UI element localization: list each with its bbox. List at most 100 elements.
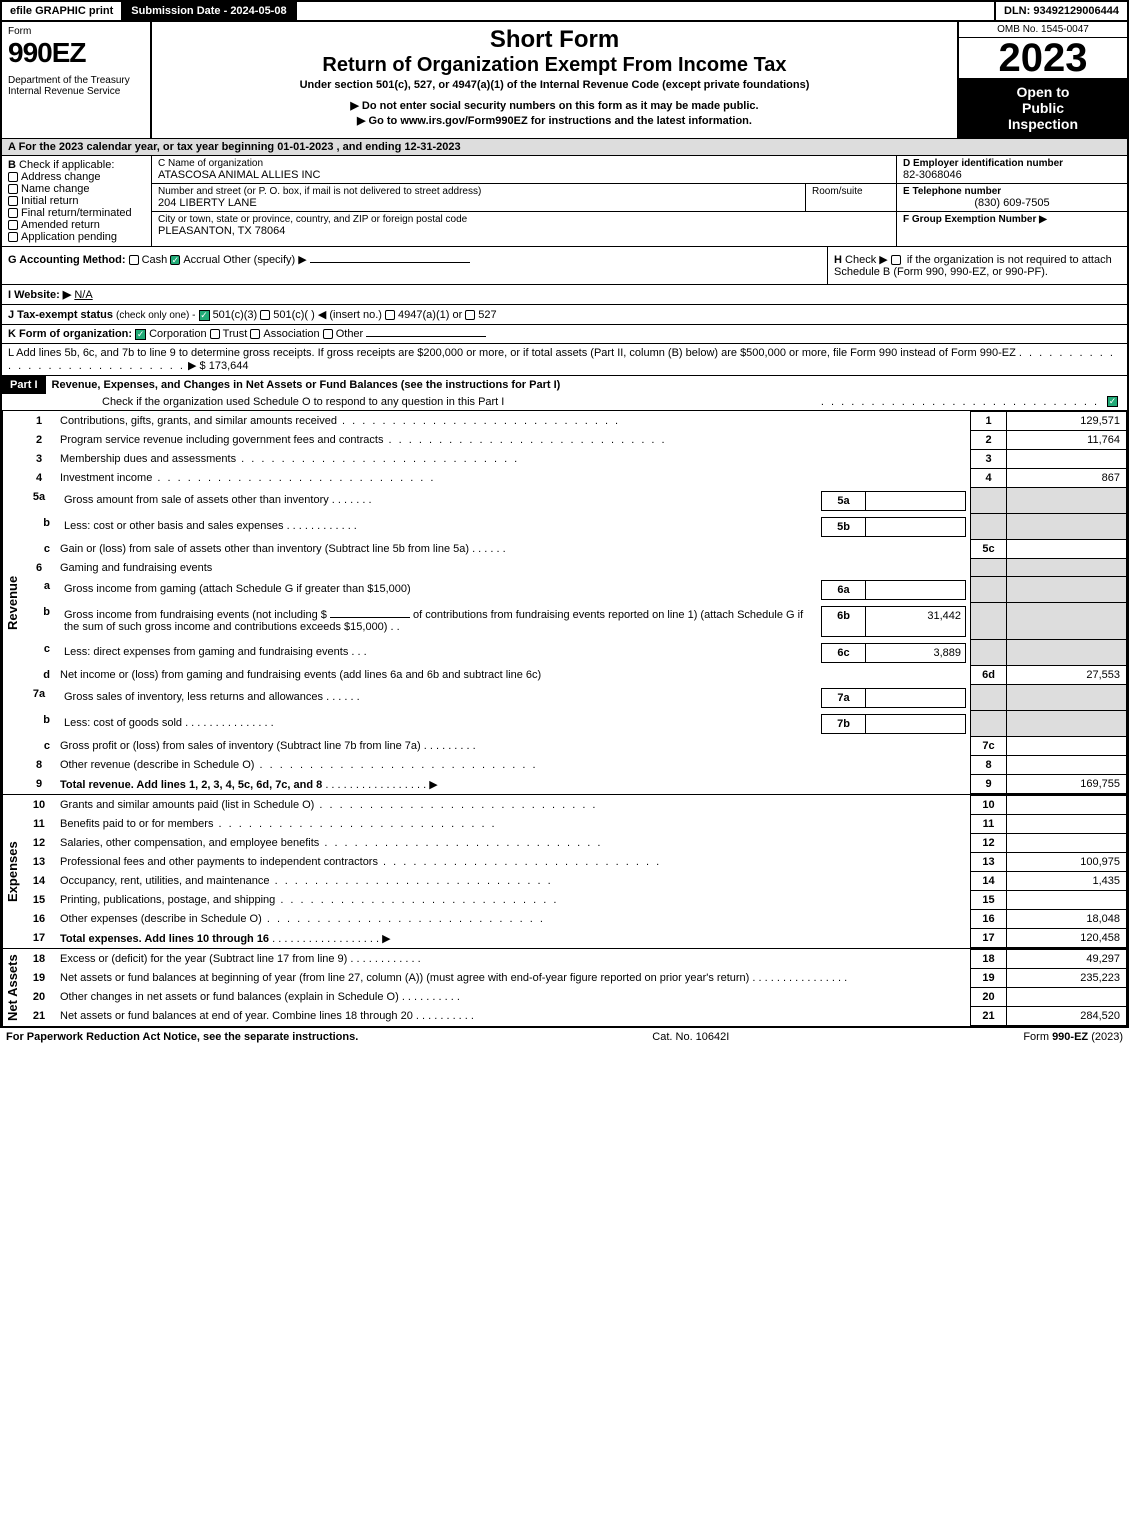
b-opt-initial[interactable]: Initial return xyxy=(8,195,145,207)
goto-link[interactable]: ▶ Go to www.irs.gov/Form990EZ for instru… xyxy=(156,114,953,127)
g-accrual-check[interactable] xyxy=(170,255,180,265)
topbar-spacer xyxy=(297,2,994,20)
part1-schedule-o-check[interactable] xyxy=(1107,396,1118,407)
footer-right-post: (2023) xyxy=(1088,1031,1123,1043)
l6b-text1: Gross income from fundraising events (no… xyxy=(64,609,327,621)
k-trust-check[interactable] xyxy=(210,329,220,339)
line-7b: bLess: cost of goods sold . . . . . . . … xyxy=(22,711,1127,737)
l6b-blank[interactable] xyxy=(330,617,410,618)
info-block: B Check if applicable: Address change Na… xyxy=(0,155,1129,246)
b-opt-final[interactable]: Final return/terminated xyxy=(8,207,145,219)
form-label: Form xyxy=(8,26,144,37)
section-b: B Check if applicable: Address change Na… xyxy=(2,156,152,246)
line-8: 8Other revenue (describe in Schedule O)8 xyxy=(22,756,1127,775)
line-20: 20Other changes in net assets or fund ba… xyxy=(22,988,1127,1007)
l6c-iamt: 3,889 xyxy=(866,643,966,662)
g-accrual: Accrual xyxy=(183,254,220,266)
g-other-line[interactable] xyxy=(310,262,470,263)
l6-text: Gaming and fundraising events xyxy=(56,559,971,577)
c-addr-label: Number and street (or P. O. box, if mail… xyxy=(158,186,799,197)
l5b-box-grey xyxy=(971,514,1007,540)
l5c-amt xyxy=(1007,540,1127,559)
l15-amt xyxy=(1007,891,1127,910)
footer-right-form: 990-EZ xyxy=(1052,1031,1088,1043)
part1-check-row: Check if the organization used Schedule … xyxy=(0,394,1129,410)
line-4: 4Investment income4867 xyxy=(22,469,1127,488)
k-o2: Trust xyxy=(223,328,248,340)
l7c-box: 7c xyxy=(971,737,1007,756)
l4-amt: 867 xyxy=(1007,469,1127,488)
k-other-check[interactable] xyxy=(323,329,333,339)
b-opt-pending[interactable]: Application pending xyxy=(8,231,145,243)
l6c-text: Less: direct expenses from gaming and fu… xyxy=(64,646,348,658)
l6d-num: d xyxy=(22,666,56,685)
l7c-num: c xyxy=(22,737,56,756)
j-527-check[interactable] xyxy=(465,310,475,320)
form-number: 990EZ xyxy=(8,37,144,69)
l5a-amt-grey xyxy=(1007,488,1127,514)
line-5a: 5aGross amount from sale of assets other… xyxy=(22,488,1127,514)
b-opt-3: Final return/terminated xyxy=(21,207,132,219)
l6c-box-grey xyxy=(971,640,1007,666)
line-2: 2Program service revenue including gover… xyxy=(22,431,1127,450)
l10-box: 10 xyxy=(971,796,1007,815)
open-line1: Open to xyxy=(963,84,1123,100)
part1-title: Part I xyxy=(2,376,46,394)
l8-text: Other revenue (describe in Schedule O) xyxy=(60,759,254,771)
j-o2: 501(c)( ) ◀ (insert no.) xyxy=(273,309,382,321)
j-4947-check[interactable] xyxy=(385,310,395,320)
l6a-text: Gross income from gaming (attach Schedul… xyxy=(64,583,411,595)
g-cash-check[interactable] xyxy=(129,255,139,265)
open-line2: Public xyxy=(963,100,1123,116)
line-9: 9Total revenue. Add lines 1, 2, 3, 4, 5c… xyxy=(22,775,1127,794)
l7a-ibox: 7a xyxy=(822,688,866,707)
l14-text: Occupancy, rent, utilities, and maintena… xyxy=(60,875,270,887)
l5b-text: Less: cost or other basis and sales expe… xyxy=(64,520,284,532)
j-o1: 501(c)(3) xyxy=(213,309,258,321)
revenue-block: Revenue 1Contributions, gifts, grants, a… xyxy=(0,410,1129,794)
line-7c: cGross profit or (loss) from sales of in… xyxy=(22,737,1127,756)
l5a-num: 5a xyxy=(22,488,56,514)
k-assoc-check[interactable] xyxy=(250,329,260,339)
line-6a: aGross income from gaming (attach Schedu… xyxy=(22,577,1127,603)
l17-num: 17 xyxy=(22,929,56,948)
b-opt-amended[interactable]: Amended return xyxy=(8,219,145,231)
line-5c: cGain or (loss) from sale of assets othe… xyxy=(22,540,1127,559)
b-opt-address[interactable]: Address change xyxy=(8,171,145,183)
b-opt-name[interactable]: Name change xyxy=(8,183,145,195)
l5b-num: b xyxy=(22,514,56,540)
j-501c3-check[interactable] xyxy=(199,310,210,321)
l7b-box-grey xyxy=(971,711,1007,737)
e-label: E Telephone number xyxy=(903,186,1121,197)
l16-num: 16 xyxy=(22,910,56,929)
l17-amt: 120,458 xyxy=(1007,929,1127,948)
l11-amt xyxy=(1007,815,1127,834)
l6a-iamt xyxy=(866,580,966,599)
website-value: N/A xyxy=(74,289,92,301)
k-corp-check[interactable] xyxy=(135,329,146,340)
l5a-box-grey xyxy=(971,488,1007,514)
l14-amt: 1,435 xyxy=(1007,872,1127,891)
l5b-iamt xyxy=(866,517,966,536)
k-o1: Corporation xyxy=(149,328,206,340)
k-label: K Form of organization: xyxy=(8,328,132,340)
l20-box: 20 xyxy=(971,988,1007,1007)
l12-amt xyxy=(1007,834,1127,853)
h-check[interactable] xyxy=(891,255,901,265)
k-other-line[interactable] xyxy=(366,336,486,337)
b-opt-4: Amended return xyxy=(21,219,100,231)
l10-text: Grants and similar amounts paid (list in… xyxy=(60,799,314,811)
l5a-ibox: 5a xyxy=(822,491,866,510)
l7b-text: Less: cost of goods sold xyxy=(64,717,182,729)
submission-date: Submission Date - 2024-05-08 xyxy=(123,2,296,20)
l8-box: 8 xyxy=(971,756,1007,775)
l-amount: ▶ $ 173,644 xyxy=(188,360,248,372)
g-cash: Cash xyxy=(142,254,168,266)
j-note: (check only one) - xyxy=(116,310,195,321)
expenses-side-label: Expenses xyxy=(2,795,22,948)
b-opt-2: Initial return xyxy=(21,195,78,207)
l7c-amt xyxy=(1007,737,1127,756)
b-label: B Check if applicable: xyxy=(8,159,145,171)
l7a-num: 7a xyxy=(22,685,56,711)
j-501c-check[interactable] xyxy=(260,310,270,320)
